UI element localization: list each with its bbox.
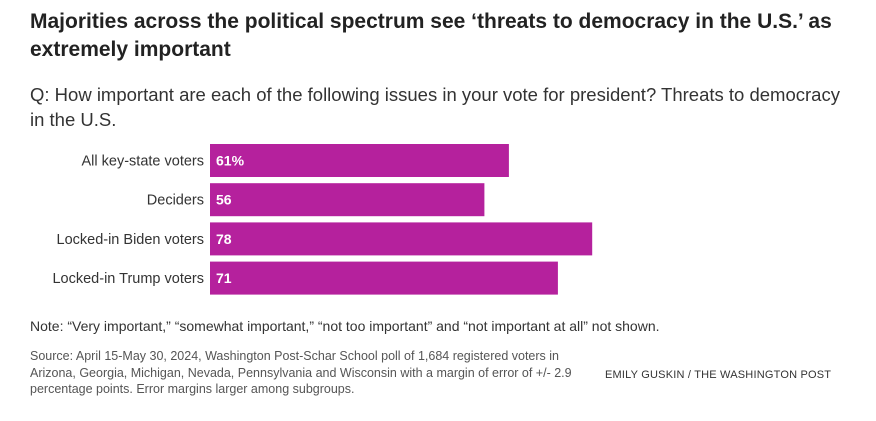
bar bbox=[210, 144, 509, 177]
category-label: Locked-in Trump voters bbox=[52, 271, 204, 287]
chart-subtitle: Q: How important are each of the followi… bbox=[30, 84, 840, 130]
category-label: Deciders bbox=[147, 193, 204, 209]
bar bbox=[210, 183, 485, 217]
chart-title: Majorities across the political spectrum… bbox=[30, 10, 832, 61]
bar bbox=[210, 261, 558, 295]
bar-chart: All key-state voters 61% Deciders 56 Locked-… bbox=[52, 144, 593, 295]
chart-source: Source: April 15-May 30, 2024, Washingto… bbox=[30, 349, 572, 396]
bar-value-label: 71 bbox=[216, 270, 232, 286]
category-label: Locked-in Biden voters bbox=[57, 232, 205, 248]
bar-value-label: 56 bbox=[216, 192, 232, 208]
bar-value-label: 78 bbox=[216, 231, 232, 247]
bar-value-label: 61% bbox=[216, 153, 245, 169]
bar bbox=[210, 222, 593, 256]
category-label: All key-state voters bbox=[82, 154, 205, 170]
chart-note: Note: “Very important,” “somewhat import… bbox=[30, 318, 660, 334]
chart-credit: EMILY GUSKIN / THE WASHINGTON POST bbox=[605, 369, 832, 381]
